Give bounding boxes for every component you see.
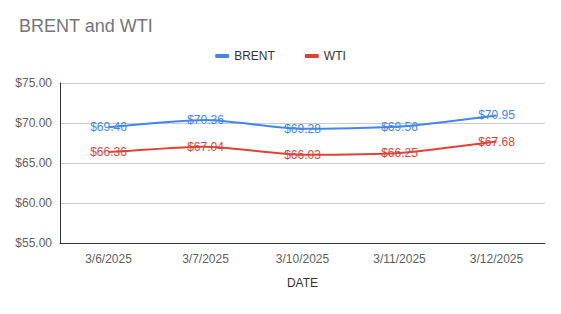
svg-text:$70.95: $70.95 <box>478 108 515 122</box>
svg-text:$67.04: $67.04 <box>187 140 224 154</box>
svg-text:WTI: WTI <box>324 49 346 63</box>
svg-text:$67.68: $67.68 <box>478 135 515 149</box>
svg-text:BRENT: BRENT <box>234 49 275 63</box>
svg-text:3/7/2025: 3/7/2025 <box>182 252 229 266</box>
svg-text:$70.36: $70.36 <box>187 113 224 127</box>
svg-text:$66.03: $66.03 <box>284 148 321 162</box>
svg-text:$70.00: $70.00 <box>15 116 52 130</box>
svg-text:3/12/2025: 3/12/2025 <box>470 252 524 266</box>
svg-text:$65.00: $65.00 <box>15 156 52 170</box>
svg-text:$66.25: $66.25 <box>381 146 418 160</box>
svg-text:$55.00: $55.00 <box>15 236 52 250</box>
svg-text:$60.00: $60.00 <box>15 196 52 210</box>
svg-text:$66.36: $66.36 <box>90 145 127 159</box>
svg-text:$69.28: $69.28 <box>284 122 321 136</box>
svg-text:3/11/2025: 3/11/2025 <box>373 252 426 266</box>
svg-text:DATE: DATE <box>287 276 318 290</box>
svg-text:3/10/2025: 3/10/2025 <box>276 252 330 266</box>
svg-text:$69.56: $69.56 <box>381 120 418 134</box>
svg-text:$75.00: $75.00 <box>15 76 52 90</box>
svg-text:BRENT and WTI: BRENT and WTI <box>19 16 153 36</box>
svg-text:3/6/2025: 3/6/2025 <box>85 252 132 266</box>
svg-text:$69.46: $69.46 <box>90 120 127 134</box>
